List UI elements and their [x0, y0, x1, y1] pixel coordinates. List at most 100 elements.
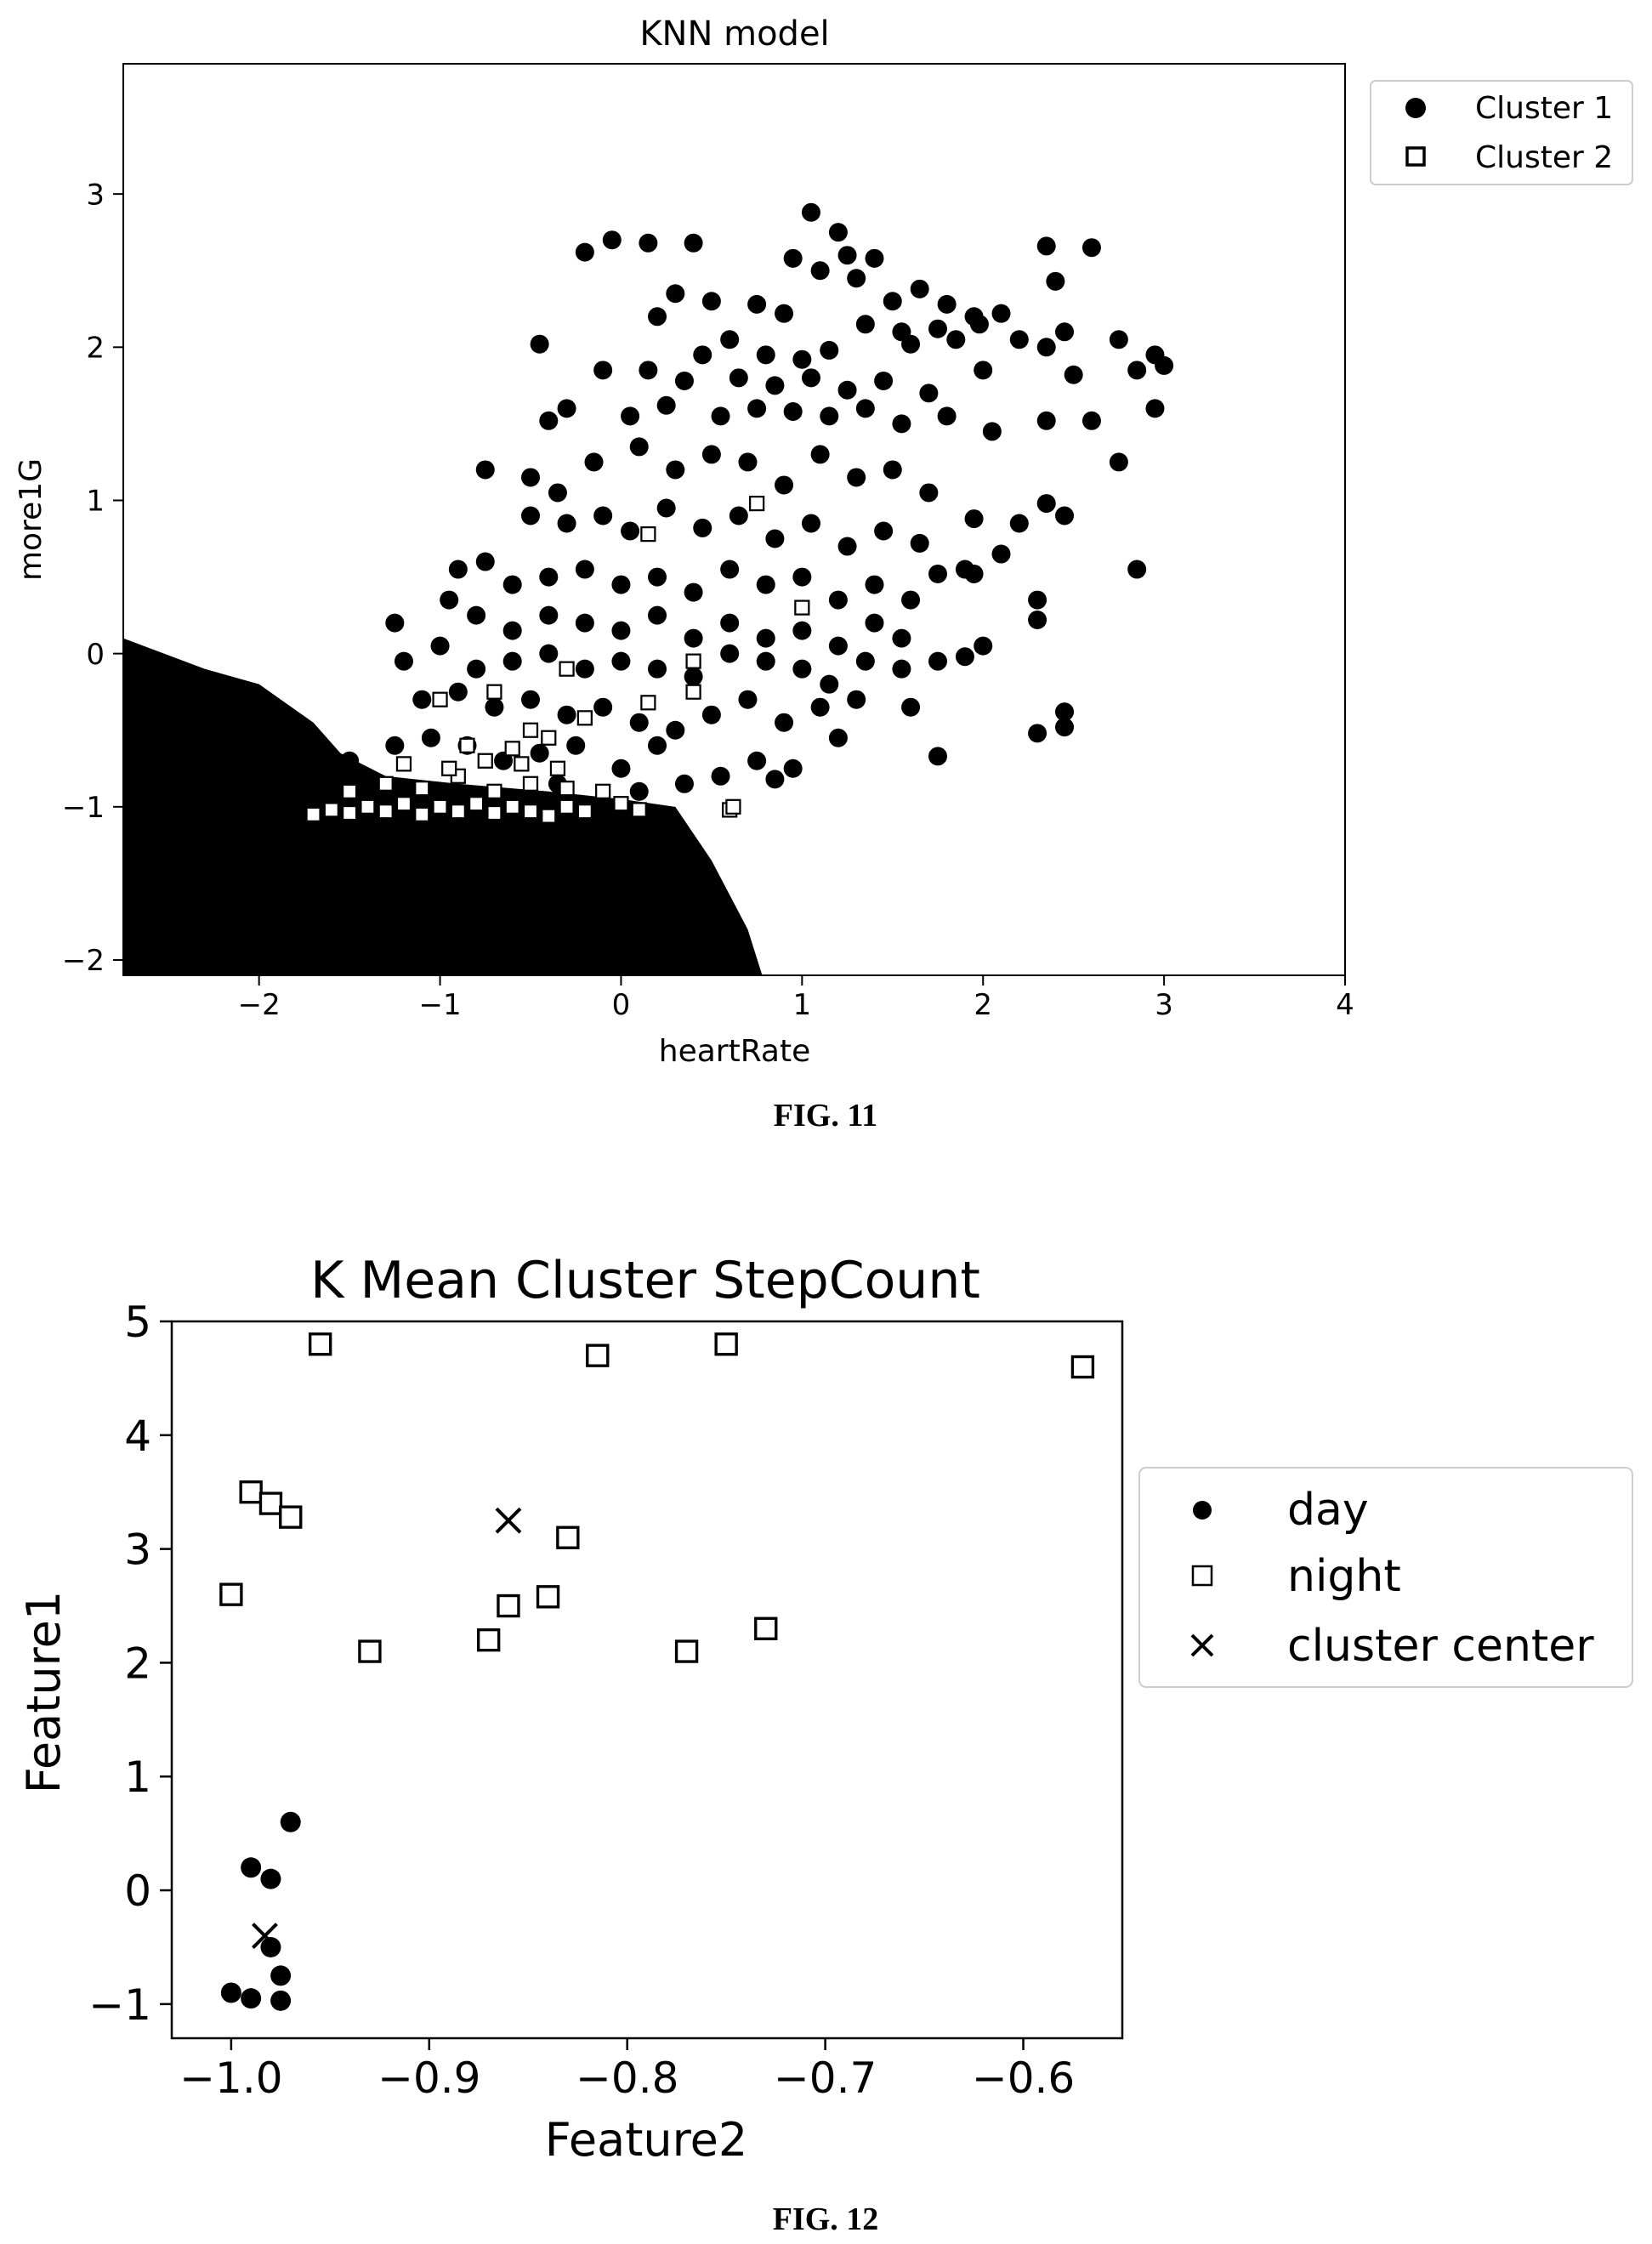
cluster-1-point	[1155, 355, 1174, 375]
cluster-1-point	[1055, 718, 1075, 737]
cluster-2-point	[559, 661, 575, 677]
y-tick-label: −2	[62, 944, 105, 978]
cluster-1-point	[1055, 702, 1075, 722]
cluster-1-point	[521, 690, 540, 709]
cluster-1-point	[611, 651, 631, 671]
cluster-1-point	[810, 261, 830, 281]
cluster-1-point	[720, 560, 740, 579]
cluster-1-point	[855, 315, 875, 334]
cluster-2-point	[459, 737, 475, 753]
cluster-2-point	[323, 802, 339, 818]
cluster-2-point	[595, 783, 611, 799]
cluster-1-point	[611, 575, 631, 594]
cluster-1-point	[502, 621, 522, 640]
cluster-1-point	[674, 774, 694, 793]
cluster-1-point	[1127, 361, 1147, 380]
cluster-1-point	[756, 651, 775, 671]
night-point	[279, 1505, 303, 1529]
cluster-1-point	[837, 537, 857, 556]
cluster-1-point	[666, 720, 685, 740]
cluster-1-point	[883, 292, 902, 311]
x-tick-label: −0.7	[774, 2054, 877, 2103]
cluster-2-point	[631, 802, 647, 818]
cluster-2-point	[432, 691, 448, 707]
cluster-1-point	[837, 380, 857, 400]
cluster-1-point	[448, 682, 468, 702]
cluster-1-point	[684, 233, 703, 253]
cluster-1-point	[837, 246, 857, 265]
cluster-1-point	[502, 651, 522, 671]
cluster-1-point	[1081, 238, 1101, 258]
cluster-1-point	[1055, 506, 1075, 525]
cluster-1-point	[969, 315, 989, 334]
cluster-1-point	[946, 330, 966, 349]
night-point	[674, 1639, 699, 1663]
cluster-2-point	[341, 783, 358, 799]
legend-box	[1138, 1467, 1633, 1688]
cluster-1-point	[901, 334, 921, 354]
x-tick-label: 0	[612, 988, 631, 1022]
cluster-1-point	[701, 292, 721, 311]
cluster-1-point	[648, 605, 667, 625]
cluster-1-point	[1046, 271, 1065, 291]
y-tick-label: 3	[86, 178, 105, 212]
cluster-1-point	[684, 628, 703, 648]
cluster-2-point	[486, 783, 502, 799]
x-tick-label: −0.9	[378, 2054, 480, 2103]
points-layer	[219, 1332, 1095, 2011]
cluster-2-point	[305, 806, 321, 822]
cluster-1-point	[892, 628, 911, 648]
cluster-1-point	[711, 406, 730, 426]
x-tick-label: 3	[1155, 988, 1173, 1022]
cluster-1-point	[648, 659, 667, 679]
x-axis-label: heartRate	[659, 1034, 811, 1069]
y-tick-label: −1	[88, 1980, 151, 2030]
x-tick-label: −1.0	[179, 2054, 282, 2103]
cluster-2-point	[432, 798, 448, 815]
x-axis-ticks: −2 −1 0 1 2 3 4	[238, 975, 1354, 1022]
cluster-1-point	[729, 368, 748, 388]
cluster-2-point	[414, 806, 430, 822]
cluster-1-point	[629, 713, 649, 732]
cluster-2-point	[477, 753, 493, 769]
y-tick-label: 2	[124, 1639, 151, 1688]
cluster-2-point	[522, 804, 539, 820]
night-point	[1070, 1355, 1095, 1379]
cluster-1-point	[557, 514, 576, 533]
cluster-1-point	[1145, 399, 1165, 418]
cluster-1-point	[394, 651, 413, 671]
cluster-1-point	[421, 728, 440, 747]
cluster-1-point	[828, 728, 848, 747]
cluster-1-point	[584, 452, 604, 472]
cluster-1-point	[611, 758, 631, 778]
y-axis-label: more1G	[14, 458, 48, 581]
day-point	[270, 1965, 292, 1986]
cluster-1-point	[1127, 560, 1147, 579]
cluster-1-point	[928, 747, 947, 766]
cluster-1-point	[874, 521, 894, 541]
x-axis-ticks: −1.0 −0.9 −0.8 −0.7 −0.6	[179, 2038, 1075, 2103]
y-tick-label: 3	[124, 1525, 151, 1575]
cluster-2-point	[441, 760, 457, 776]
cluster-2-point	[504, 798, 520, 815]
cluster-2-point	[613, 796, 629, 812]
cluster-1-point	[855, 399, 875, 418]
cluster-1-point	[575, 613, 594, 633]
legend-marker-circle	[1405, 98, 1426, 118]
night-point	[239, 1480, 263, 1504]
cluster-1-point	[701, 705, 721, 724]
x-tick-label: 4	[1336, 988, 1354, 1022]
cluster-1-point	[974, 636, 993, 656]
legend: day night cluster center	[1138, 1467, 1633, 1688]
legend-marker-square	[1191, 1565, 1213, 1587]
cluster-1-point	[729, 506, 748, 525]
cluster-1-point	[1081, 411, 1101, 430]
night-point	[497, 1594, 520, 1618]
cluster-2-point	[541, 730, 557, 746]
day-point	[260, 1868, 281, 1889]
cluster-1-point	[775, 713, 794, 732]
cluster-1-point	[765, 376, 785, 395]
figure-caption: FIG. 12	[773, 2201, 879, 2237]
y-axis-label: Feature1	[17, 1591, 71, 1793]
cluster-1-point	[575, 560, 594, 579]
